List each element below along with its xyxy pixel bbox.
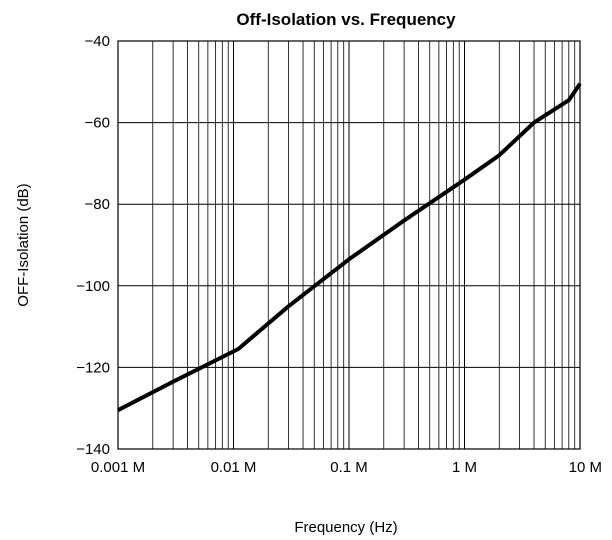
series-line: [117, 82, 582, 412]
x-gridlines: [152, 41, 576, 449]
y-tick-labels: −40 −60 −80 −100 −120 −140: [76, 33, 110, 458]
y-tick-label: −60: [85, 115, 110, 132]
plot-frame: [117, 40, 581, 450]
y-tick-label: −80: [85, 196, 110, 213]
x-tick-label: 0.1 M: [330, 459, 368, 476]
y-tick-label: −100: [76, 278, 110, 295]
y-gridlines: [118, 122, 580, 368]
x-tick-label: 0.01 M: [211, 459, 257, 476]
y-axis-label: OFF-Isolation (dB): [15, 183, 32, 306]
x-tick-label: 1 M: [452, 459, 477, 476]
series-group: [117, 82, 582, 412]
y-tick-label: −120: [76, 359, 110, 376]
x-tick-label: 10 M: [569, 459, 602, 476]
x-tick-label: 0.001 M: [91, 459, 145, 476]
y-tick-label: −140: [76, 441, 110, 458]
x-axis-label: Frequency (Hz): [294, 519, 397, 536]
x-tick-labels: 0.001 M 0.01 M 0.1 M 1 M 10 M: [91, 459, 602, 476]
chart-title: Off-Isolation vs. Frequency: [236, 10, 456, 29]
y-tick-label: −40: [85, 33, 110, 50]
